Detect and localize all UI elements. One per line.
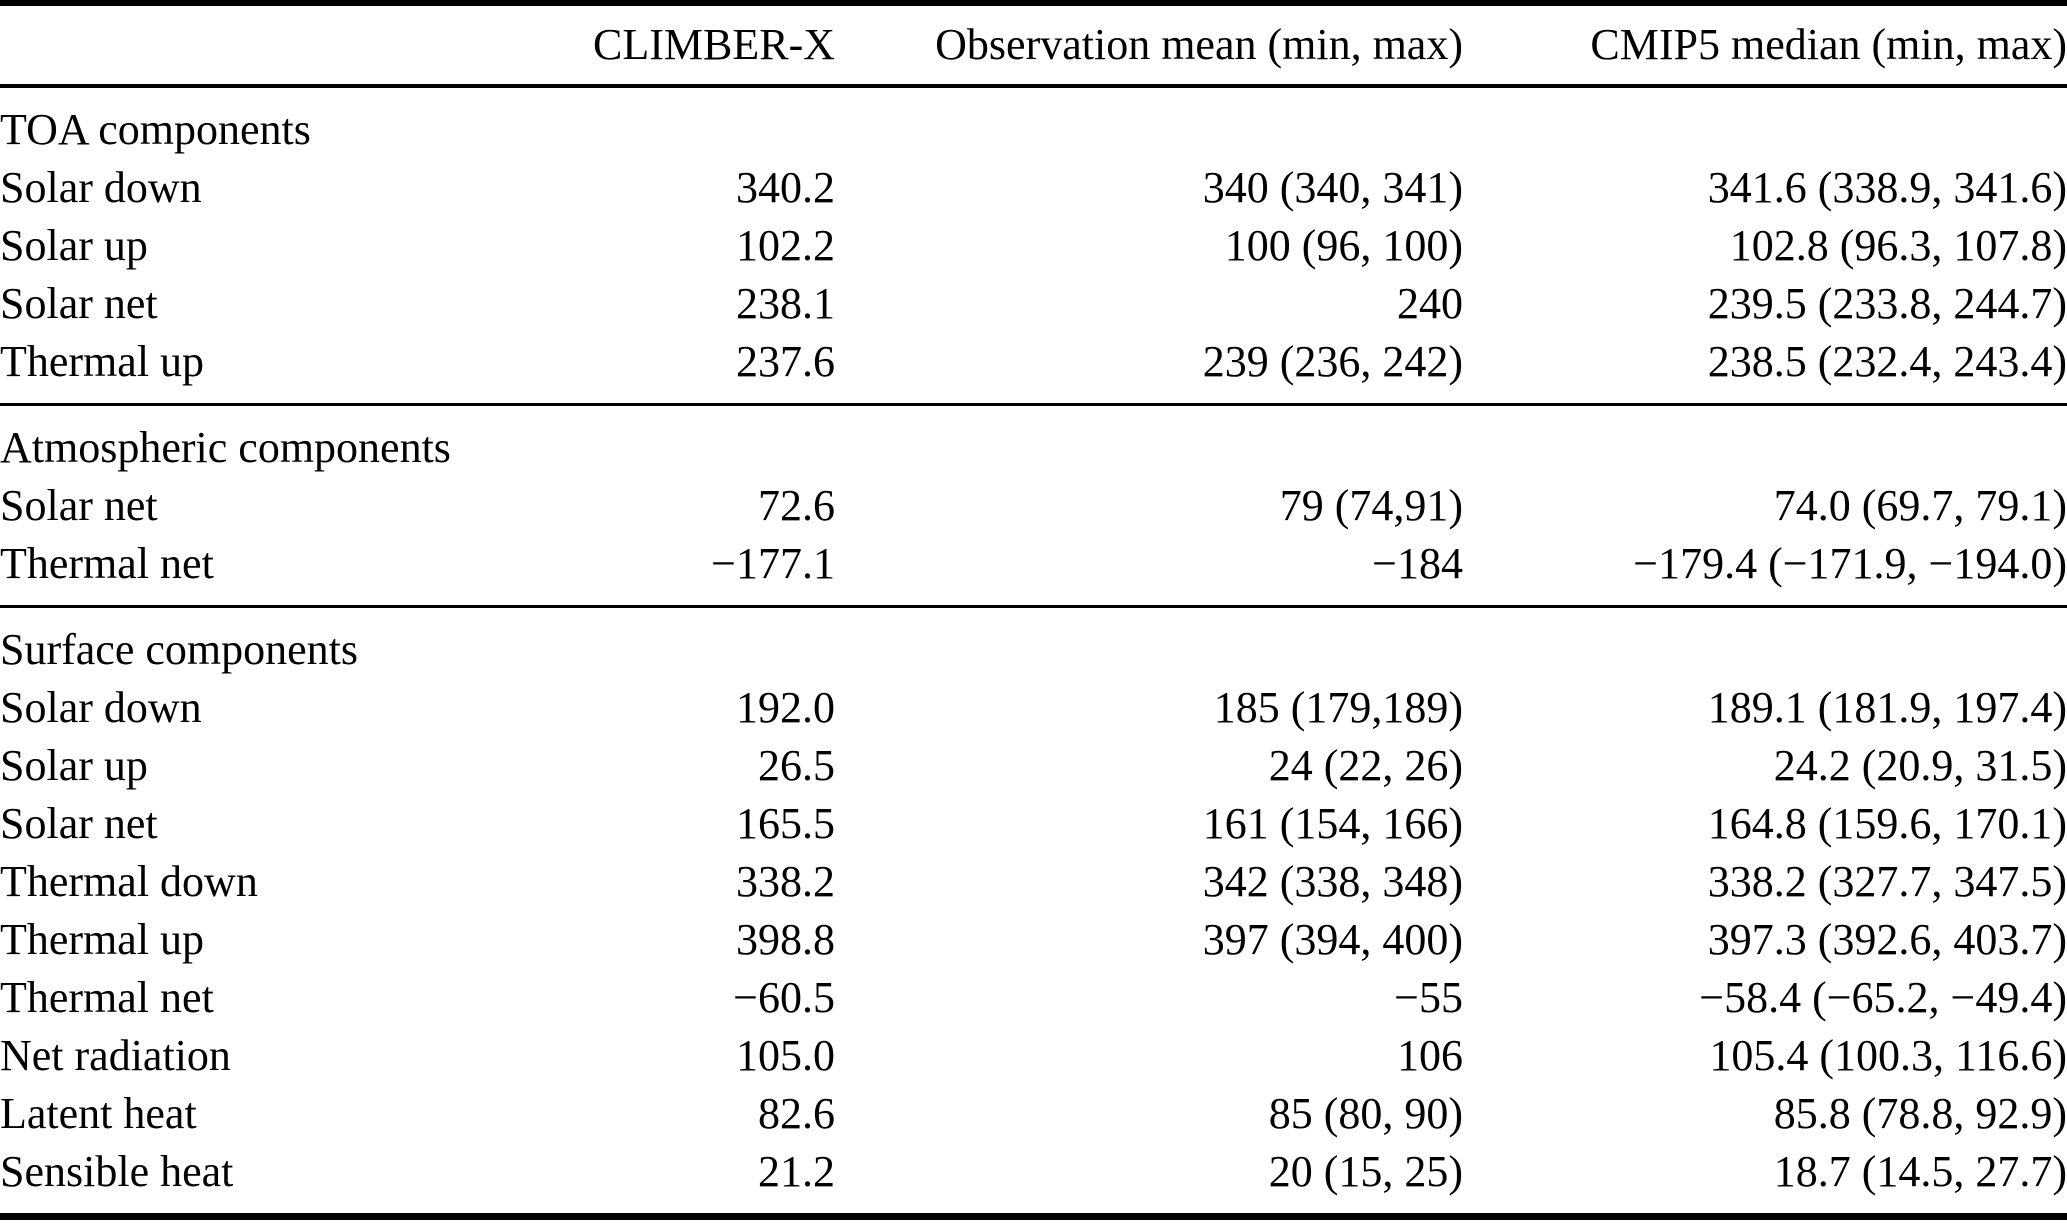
- cmip5-value: 338.2 (327.7, 347.5): [1707, 857, 2067, 906]
- table-row: Solar net 72.6 79 (74,91) 74.0 (69.7, 79.1): [0, 477, 2067, 535]
- observation-value: 161 (154, 166): [1202, 799, 1463, 848]
- table-row: Solar down 340.2 340 (340, 341) 341.6 (338.…: [0, 159, 2067, 217]
- section-toa-components: TOA components Solar down 340.2 340 (340, 3…: [0, 86, 2067, 405]
- climber-x-value: 165.5: [736, 799, 835, 848]
- climber-x-value: 21.2: [758, 1147, 835, 1196]
- section-atmospheric-components: Atmospheric components Solar net 72.6 79 (7…: [0, 405, 2067, 607]
- column-header-empty: [0, 3, 540, 86]
- row-label: Solar net: [0, 799, 158, 848]
- cmip5-value: 74.0 (69.7, 79.1): [1773, 481, 2067, 530]
- climber-x-value: 102.2: [736, 221, 835, 270]
- table-row: Thermal net −60.5 −55 −58.4 (−65.2, −49.4): [0, 969, 2067, 1027]
- table-row: Net radiation 105.0 106 105.4 (100.3, 116.6…: [0, 1027, 2067, 1085]
- section-title-row: Atmospheric components: [0, 405, 2067, 478]
- table-row: Solar net 238.1 240 239.5 (233.8, 244.7): [0, 275, 2067, 333]
- table-row: Thermal up 398.8 397 (394, 400) 397.3 (392.…: [0, 911, 2067, 969]
- column-header-observation: Observation mean (min, max): [935, 20, 1463, 69]
- cmip5-value: 24.2 (20.9, 31.5): [1773, 741, 2067, 790]
- climber-x-value: 105.0: [736, 1031, 835, 1080]
- row-label: Thermal up: [0, 337, 205, 386]
- section-surface-components: Surface components Solar down 192.0 185 (17…: [0, 607, 2067, 1217]
- observation-value: 20 (15, 25): [1268, 1147, 1463, 1196]
- cmip5-value: 102.8 (96.3, 107.8): [1729, 221, 2067, 270]
- cmip5-value: 239.5 (233.8, 244.7): [1707, 279, 2067, 328]
- row-label: Solar net: [0, 481, 158, 530]
- cmip5-value: −179.4 (−171.9, −194.0): [1633, 539, 2067, 588]
- climber-x-value: 340.2: [736, 163, 835, 212]
- observation-value: 100 (96, 100): [1224, 221, 1463, 270]
- observation-value: 24 (22, 26): [1268, 741, 1463, 790]
- row-label: Solar down: [0, 163, 202, 212]
- observation-value: 397 (394, 400): [1202, 915, 1463, 964]
- row-label: Thermal net: [0, 973, 214, 1022]
- table-row: Thermal down 338.2 342 (338, 348) 338.2 (32…: [0, 853, 2067, 911]
- row-label: Sensible heat: [0, 1147, 234, 1196]
- table-row: Thermal net −177.1 −184 −179.4 (−171.9, −19…: [0, 535, 2067, 607]
- section-title: Surface components: [0, 625, 358, 674]
- section-title-row: TOA components: [0, 86, 2067, 159]
- cmip5-value: 18.7 (14.5, 27.7): [1773, 1147, 2067, 1196]
- table-row: Solar down 192.0 185 (179,189) 189.1 (181.9…: [0, 679, 2067, 737]
- observation-value: −55: [1394, 973, 1463, 1022]
- cmip5-value: 164.8 (159.6, 170.1): [1707, 799, 2067, 848]
- table-header: CLIMBER-X Observation mean (min, max) CM…: [0, 3, 2067, 86]
- column-header-climber-x: CLIMBER-X: [593, 20, 835, 69]
- cmip5-value: 85.8 (78.8, 92.9): [1773, 1089, 2067, 1138]
- header-row: CLIMBER-X Observation mean (min, max) CM…: [0, 3, 2067, 86]
- table-row: Solar up 102.2 100 (96, 100) 102.8 (96.3, 1…: [0, 217, 2067, 275]
- observation-value: 185 (179,189): [1213, 683, 1463, 732]
- table-row: Latent heat 82.6 85 (80, 90) 85.8 (78.8, 92…: [0, 1085, 2067, 1143]
- cmip5-value: 189.1 (181.9, 197.4): [1707, 683, 2067, 732]
- table-row: Solar up 26.5 24 (22, 26) 24.2 (20.9, 31.5): [0, 737, 2067, 795]
- row-label: Thermal net: [0, 539, 214, 588]
- observation-value: 340 (340, 341): [1202, 163, 1463, 212]
- climber-x-value: 237.6: [736, 337, 835, 386]
- column-header-cmip5: CMIP5 median (min, max): [1590, 20, 2067, 69]
- row-label: Latent heat: [0, 1089, 197, 1138]
- climber-x-value: −177.1: [711, 539, 835, 588]
- climber-x-value: 72.6: [758, 481, 835, 530]
- row-label: Solar up: [0, 221, 148, 270]
- table-row: Thermal up 237.6 239 (236, 242) 238.5 (232.…: [0, 333, 2067, 405]
- observation-value: −184: [1372, 539, 1463, 588]
- cmip5-value: 238.5 (232.4, 243.4): [1707, 337, 2067, 386]
- climber-x-value: 338.2: [736, 857, 835, 906]
- climber-x-value: 398.8: [736, 915, 835, 964]
- observation-value: 239 (236, 242): [1202, 337, 1463, 386]
- climber-x-value: 192.0: [736, 683, 835, 732]
- row-label: Net radiation: [0, 1031, 231, 1080]
- cmip5-value: −58.4 (−65.2, −49.4): [1699, 973, 2067, 1022]
- observation-value: 85 (80, 90): [1268, 1089, 1463, 1138]
- row-label: Thermal down: [0, 857, 258, 906]
- section-title: TOA components: [0, 105, 311, 154]
- observation-value: 79 (74,91): [1279, 481, 1463, 530]
- climber-x-value: −60.5: [733, 973, 835, 1022]
- climber-x-value: 238.1: [736, 279, 835, 328]
- climber-x-value: 26.5: [758, 741, 835, 790]
- cmip5-value: 105.4 (100.3, 116.6): [1709, 1031, 2067, 1080]
- cmip5-value: 397.3 (392.6, 403.7): [1707, 915, 2067, 964]
- section-title-row: Surface components: [0, 607, 2067, 680]
- observation-value: 240: [1397, 279, 1463, 328]
- section-title: Atmospheric components: [0, 423, 451, 472]
- climber-x-value: 82.6: [758, 1089, 835, 1138]
- observation-value: 342 (338, 348): [1202, 857, 1463, 906]
- row-label: Solar up: [0, 741, 148, 790]
- observation-value: 106: [1397, 1031, 1463, 1080]
- row-label: Thermal up: [0, 915, 205, 964]
- table-row: Sensible heat 21.2 20 (15, 25) 18.7 (14.5, …: [0, 1143, 2067, 1217]
- row-label: Solar down: [0, 683, 202, 732]
- cmip5-value: 341.6 (338.9, 341.6): [1707, 163, 2067, 212]
- table-row: Solar net 165.5 161 (154, 166) 164.8 (159.6…: [0, 795, 2067, 853]
- row-label: Solar net: [0, 279, 158, 328]
